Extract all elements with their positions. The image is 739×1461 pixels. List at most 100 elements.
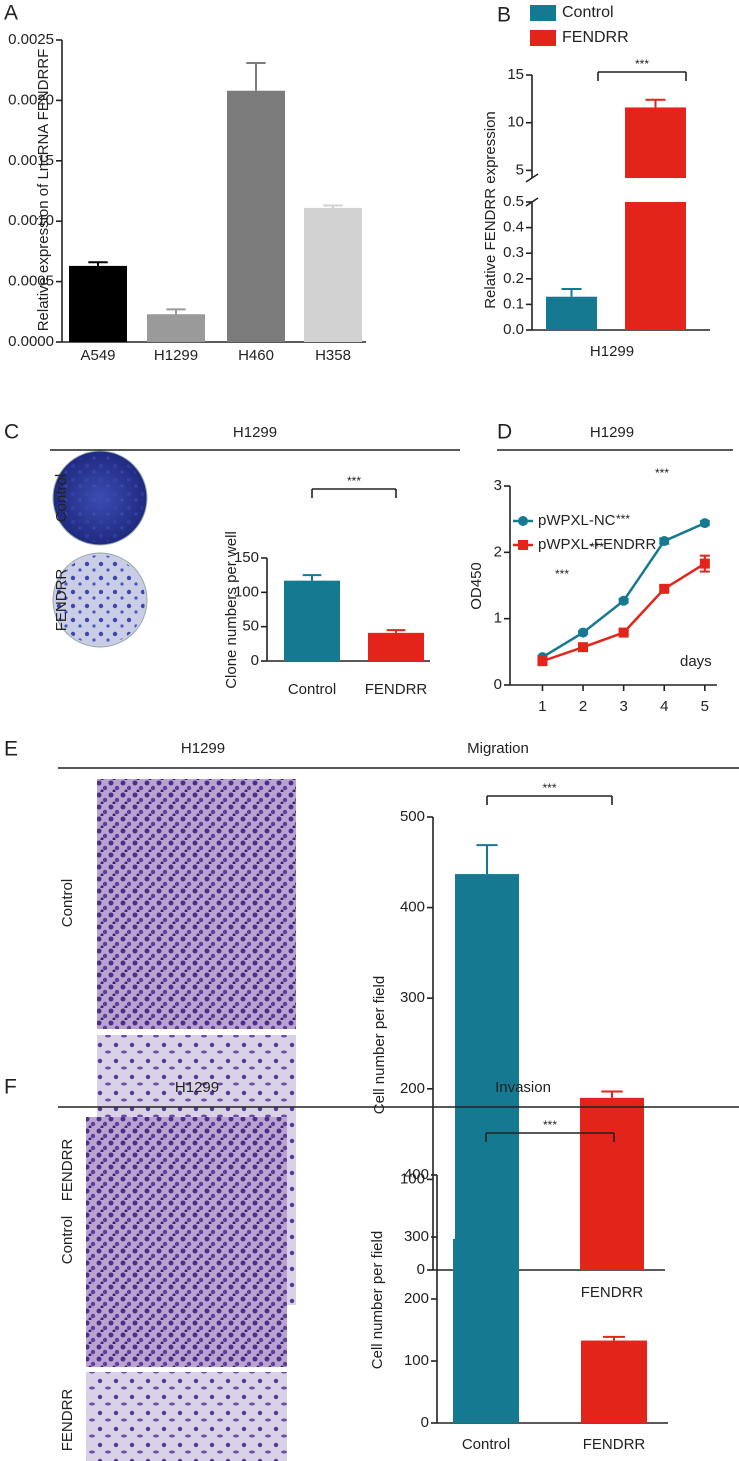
bar — [284, 580, 340, 661]
micrograph — [86, 1372, 287, 1461]
y-tick-label: 200 — [404, 1290, 429, 1307]
y-tick-label: 0.0015 — [8, 152, 54, 169]
bar — [455, 874, 519, 1270]
bar — [147, 314, 205, 342]
image-label: FENDRR — [59, 1139, 76, 1202]
annotation: *** — [555, 567, 569, 581]
y-tick-label: 400 — [400, 899, 425, 916]
y-tick-label: 15 — [507, 66, 524, 83]
x-tick-label: FENDRR — [583, 1436, 646, 1453]
y-tick-label: 0.0005 — [8, 273, 54, 290]
annotation: *** — [655, 466, 669, 480]
point — [618, 627, 629, 638]
legend-marker — [518, 540, 528, 550]
panel-header: H1299 — [233, 424, 277, 441]
y-tick-label: 0.3 — [503, 244, 524, 261]
panel-label: F — [4, 1076, 17, 1099]
y-tick-label: 0.0 — [503, 321, 524, 338]
y-tick-label: 0.5 — [503, 193, 524, 210]
y-tick-label: 0.0000 — [8, 333, 54, 350]
bar — [580, 1097, 644, 1270]
y-tick-label: 0 — [251, 652, 259, 669]
panel-header: H1299 — [590, 424, 634, 441]
y-tick-label: 500 — [400, 808, 425, 825]
y-tick-label: 0.0010 — [8, 212, 54, 229]
significance-label: *** — [543, 1118, 557, 1132]
y-tick-label: 0 — [494, 676, 502, 693]
bar — [69, 265, 127, 342]
panel-header: H1299 — [175, 1079, 219, 1096]
point — [699, 518, 710, 529]
legend-label: pWPXL-FENDRR — [538, 536, 657, 553]
point — [699, 558, 710, 569]
x-axis-label: days — [680, 653, 712, 670]
x-tick-label: A549 — [80, 347, 115, 364]
y-tick-label: 0.0025 — [8, 31, 54, 48]
x-tick-label: H358 — [315, 347, 351, 364]
point — [659, 536, 670, 547]
x-tick-label: 4 — [660, 698, 668, 715]
y-tick-label: 100 — [234, 583, 259, 600]
y-tick-label: 0 — [421, 1414, 429, 1431]
x-tick-label: H1299 — [590, 343, 634, 360]
bar — [368, 632, 424, 661]
point — [578, 627, 589, 638]
y-tick-label: 5 — [516, 161, 524, 178]
bar — [625, 107, 686, 178]
point — [659, 583, 670, 594]
point — [537, 656, 548, 667]
y-tick-label: 2 — [494, 543, 502, 560]
y-axis-label: Relative expression of LncRNA FENDRRF — [35, 49, 52, 332]
panel-label: E — [4, 738, 18, 761]
image-label: Control — [59, 879, 76, 927]
panel-header: Invasion — [495, 1079, 551, 1096]
y-tick-label: 100 — [404, 1352, 429, 1369]
axis-break — [525, 173, 539, 183]
legend-label: FENDRR — [562, 29, 629, 46]
point — [578, 642, 589, 653]
x-tick-label: 3 — [619, 698, 627, 715]
y-tick-label: 100 — [400, 1170, 425, 1187]
x-tick-label: Control — [462, 1436, 510, 1453]
micrograph — [86, 1117, 287, 1367]
y-axis-label: Relative FENDRR expression — [482, 111, 499, 309]
y-axis-label: Cell number per field — [371, 976, 388, 1114]
y-axis-label: OD450 — [468, 562, 485, 610]
point — [618, 595, 629, 606]
x-tick-label: H1299 — [154, 347, 198, 364]
colony-texture — [55, 555, 145, 645]
y-tick-label: 10 — [507, 114, 524, 131]
image-label: Control — [59, 1216, 76, 1264]
y-tick-label: 300 — [400, 989, 425, 1006]
significance-label: *** — [347, 474, 361, 488]
image-label: FENDRR — [53, 569, 70, 632]
legend-label: Control — [562, 4, 614, 21]
significance-label: *** — [542, 781, 556, 795]
y-tick-label: 0 — [417, 1261, 425, 1278]
y-axis-label: Clone numbers per well — [223, 531, 240, 689]
x-tick-label: FENDRR — [581, 1284, 644, 1301]
y-tick-label: 1 — [494, 610, 502, 627]
panel-header: H1299 — [181, 740, 225, 757]
panel-label: D — [497, 421, 512, 444]
y-tick-label: 300 — [404, 1228, 429, 1245]
annotation: *** — [590, 540, 604, 554]
annotation: *** — [616, 512, 630, 526]
panel-label: C — [4, 421, 19, 444]
legend-swatch — [530, 5, 556, 21]
bar — [581, 1340, 647, 1423]
y-tick-label: 200 — [400, 1080, 425, 1097]
x-tick-label: Control — [288, 681, 336, 698]
y-tick-label: 50 — [242, 618, 259, 635]
image-label: Control — [53, 474, 70, 522]
y-tick-label: 400 — [404, 1166, 429, 1183]
x-tick-label: FENDRR — [365, 681, 428, 698]
x-tick-label: 1 — [538, 698, 546, 715]
x-tick-label: 5 — [701, 698, 709, 715]
y-tick-label: 0.2 — [503, 270, 524, 287]
y-tick-label: 0.0020 — [8, 91, 54, 108]
legend-marker — [518, 516, 528, 526]
x-tick-label: H460 — [238, 347, 274, 364]
